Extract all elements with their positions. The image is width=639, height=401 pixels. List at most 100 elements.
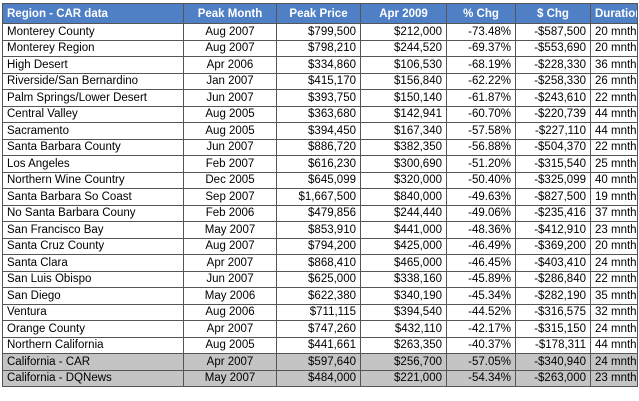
cell: $340,190 [360,287,447,305]
cell: -$412,910 [515,221,591,239]
cell: -$235,416 [515,204,591,222]
cell: Jun 2007 [183,89,277,107]
data-row: Los Angeles Feb 2007 $616,230 $300,690 -51.2… [2,155,638,173]
cell: Jan 2007 [183,72,277,90]
data-row: Santa Barbara County Jun 2007 $886,720 $382… [2,138,638,156]
cell: California - CAR [2,353,184,371]
cell: $747,260 [276,320,361,338]
cell: 23 mnths [590,369,638,387]
cell: May 2006 [183,287,277,305]
cell: Los Angeles [2,155,184,173]
cell: $394,450 [276,122,361,140]
cell: May 2007 [183,369,277,387]
cell: 20 mnths [590,39,638,57]
cell: Aug 2007 [183,23,277,41]
cell: $425,000 [360,237,447,255]
cell: $840,000 [360,188,447,206]
data-row: Sacramento Aug 2005 $394,450 $167,340 -57.58… [2,122,638,140]
cell: $622,380 [276,287,361,305]
cell: Santa Cruz County [2,237,184,255]
cell: -$263,000 [515,369,591,387]
cell: -50.40% [446,171,516,189]
cell: -$220,739 [515,105,591,123]
cell: -$315,150 [515,320,591,338]
data-row: High Desert Apr 2006 $334,860 $106,530 -68.1… [2,56,638,74]
cell: $244,440 [360,204,447,222]
cell: California - DQNews [2,369,184,387]
data-table: Region - CAR data Peak Month Peak Price Apr… [2,3,638,387]
data-row: Santa Cruz County Aug 2007 $794,200 $425,00… [2,237,638,255]
cell: 32 mnths [590,303,638,321]
cell: 20 mnths [590,23,638,41]
cell: 20 mnths [590,237,638,255]
cell: -60.70% [446,105,516,123]
cell: -57.05% [446,353,516,371]
cell: 24 mnths [590,254,638,272]
cell: 24 mnths [590,320,638,338]
cell: -68.19% [446,56,516,74]
cell: Apr 2007 [183,254,277,272]
cell: $167,340 [360,122,447,140]
cell: Aug 2005 [183,105,277,123]
cell: Aug 2005 [183,336,277,354]
cell: 19 mnths [590,188,638,206]
cell: San Diego [2,287,184,305]
cell: -49.63% [446,188,516,206]
cell: 25 mnths [590,155,638,173]
cell: $597,640 [276,353,361,371]
cell: -$369,200 [515,237,591,255]
cell: $212,000 [360,23,447,41]
cell: $479,856 [276,204,361,222]
cell: -44.52% [446,303,516,321]
cell: Apr 2007 [183,353,277,371]
cell: -$178,311 [515,336,591,354]
cell: Feb 2007 [183,155,277,173]
data-row: San Diego May 2006 $622,380 $340,190 -45.34%… [2,287,638,305]
cell: No Santa Barbara Couny [2,204,184,222]
cell: $794,200 [276,237,361,255]
cell: Riverside/San Bernardino [2,72,184,90]
cell: San Francisco Bay [2,221,184,239]
header-cell: $ Chg [515,3,591,24]
cell: -$504,370 [515,138,591,156]
cell: 44 mnths [590,336,638,354]
cell: $645,099 [276,171,361,189]
cell: 44 mnths [590,105,638,123]
cell: $886,720 [276,138,361,156]
cell: Jun 2007 [183,270,277,288]
cell: -$243,610 [515,89,591,107]
cell: $334,860 [276,56,361,74]
cell: 22 mnths [590,270,638,288]
cell: -69.37% [446,39,516,57]
cell: 24 mnths [590,353,638,371]
cell: $394,540 [360,303,447,321]
table-body: Monterey County Aug 2007 $799,500 $212,000-… [2,23,638,387]
cell: -$228,330 [515,56,591,74]
data-row: Orange County Apr 2007 $747,260 $432,110 -42… [2,320,638,338]
cell: $799,500 [276,23,361,41]
cell: 40 mnths [590,171,638,189]
cell: $432,110 [360,320,447,338]
cell: -$286,840 [515,270,591,288]
cell: Santa Clara [2,254,184,272]
cell: -56.88% [446,138,516,156]
cell: -$587,500 [515,23,591,41]
cell: 36 mnths [590,56,638,74]
cell: May 2007 [183,221,277,239]
cell: Monterey County [2,23,184,41]
cell: -42.17% [446,320,516,338]
cell: 23 mnths [590,221,638,239]
cell: $244,520 [360,39,447,57]
cell: 35 mnths [590,287,638,305]
cell: $256,700 [360,353,447,371]
cell: 26 mnths [590,72,638,90]
cell: $415,170 [276,72,361,90]
data-row: No Santa Barbara Couny Feb 2006 $479,856 $2… [2,204,638,222]
cell: Northern Wine Country [2,171,184,189]
cell: -$315,540 [515,155,591,173]
cell: $798,210 [276,39,361,57]
cell: -$553,690 [515,39,591,57]
cell: 37 mnths [590,204,638,222]
cell: -46.45% [446,254,516,272]
